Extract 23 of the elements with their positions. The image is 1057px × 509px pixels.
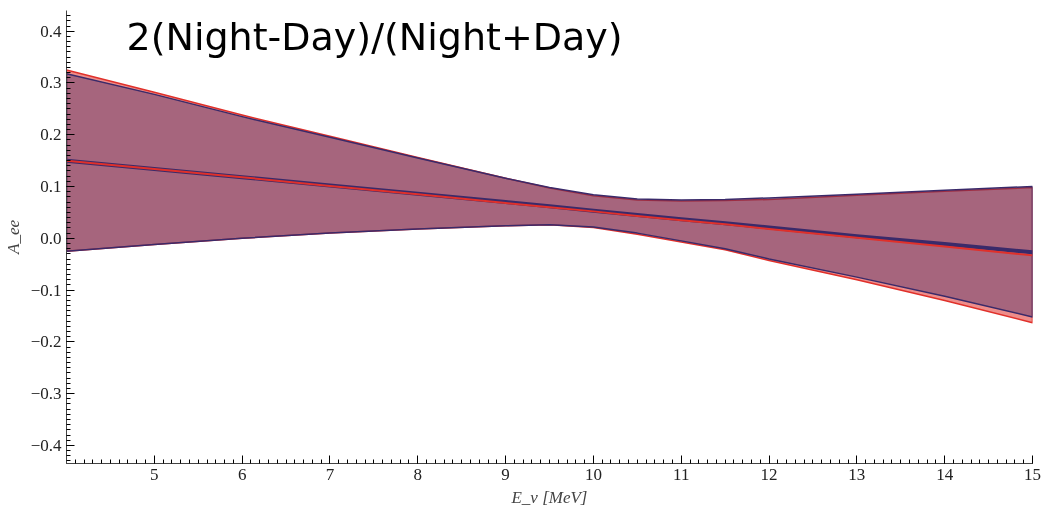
x-tick-label: 6: [237, 464, 247, 484]
x-tick-label: 12: [760, 464, 778, 484]
x-tick-label: 13: [848, 464, 866, 484]
x-axis-title: E_ν [MeV]: [510, 487, 588, 507]
y-tick-label: −0.1: [30, 280, 62, 300]
x-tick-label: 8: [413, 464, 423, 484]
x-tick-label: 11: [673, 464, 690, 484]
y-tick-label: 0.0: [40, 228, 62, 248]
y-tick-label: 0.2: [40, 125, 62, 145]
x-tick-label: 14: [936, 464, 954, 484]
x-tick-label: 9: [501, 464, 510, 484]
y-tick-label: 0.4: [40, 21, 62, 41]
x-tick-label: 7: [325, 464, 335, 484]
y-tick-label: −0.2: [30, 332, 62, 352]
y-tick-label: −0.3: [30, 384, 62, 404]
y-axis-title: A_ee: [3, 219, 23, 255]
x-tick-label: 10: [584, 464, 602, 484]
chart-title: 2(Night-Day)/(Night+Day): [126, 14, 623, 59]
y-tick-label: −0.4: [30, 435, 62, 455]
y-tick-label: 0.3: [40, 73, 62, 93]
y-tick-label: 0.1: [40, 177, 62, 197]
x-tick-label: 15: [1024, 464, 1041, 484]
x-tick-label: 5: [150, 464, 159, 484]
